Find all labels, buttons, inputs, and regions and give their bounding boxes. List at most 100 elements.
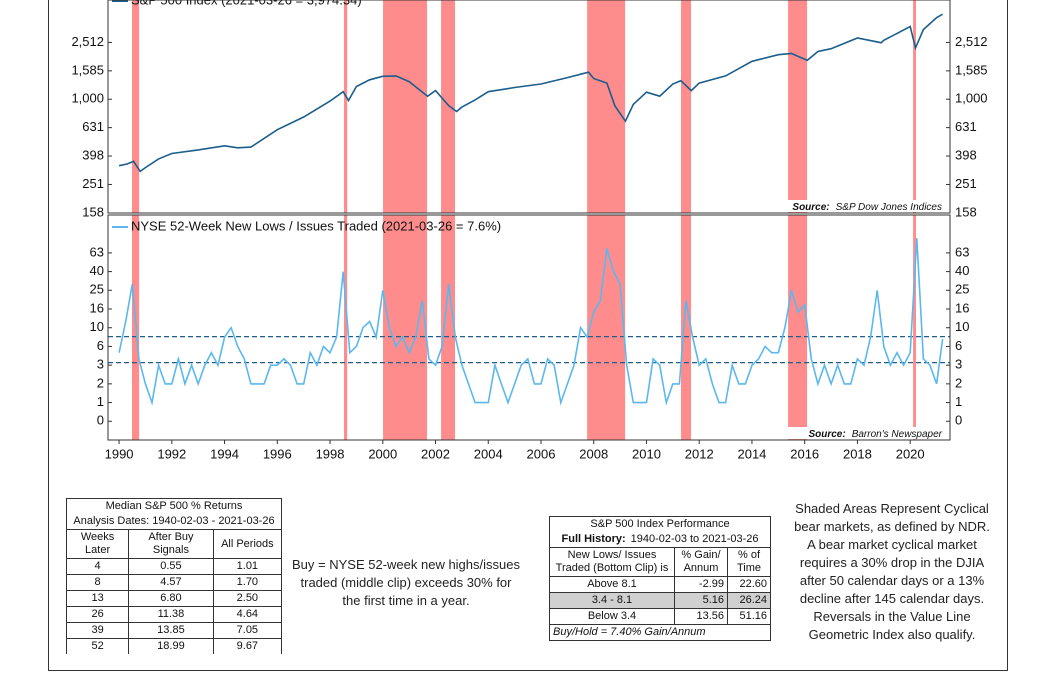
table-cell: 26.24 — [727, 592, 771, 609]
source-text: S&P Dow Jones Indices — [836, 202, 942, 213]
x-tick-label: 2002 — [421, 446, 450, 461]
bear-market-shade — [913, 215, 916, 440]
y-tick-label: 63 — [90, 244, 104, 259]
source-text: Barron's Newspaper — [852, 429, 943, 440]
x-tick-label: 1994 — [210, 446, 239, 461]
y-tick-label: 251 — [82, 176, 104, 191]
panel-border — [107, 0, 951, 214]
bear-market-shade — [788, 215, 808, 440]
series-line — [118, 13, 944, 173]
y-tick-label: 3 — [97, 357, 104, 372]
source-bg — [788, 200, 946, 212]
x-tick-label: 2012 — [685, 446, 714, 461]
table-cell: 0.55 — [128, 558, 214, 575]
table-cell: 51.16 — [727, 608, 771, 625]
y-tick-label: 16 — [90, 300, 104, 315]
table-cell: 13 — [65, 590, 130, 607]
table-cell: 5.16 — [674, 592, 728, 609]
legend-label: S&P 500 Index (2021-03-26 = 3,974.34) — [131, 0, 362, 7]
table-cell: 4 — [65, 558, 130, 575]
y-tick-label-right: 251 — [955, 176, 977, 191]
table-cell: 1.01 — [212, 558, 283, 575]
table-cell: 11.38 — [128, 606, 214, 623]
table-cell: 4.64 — [212, 606, 283, 623]
x-tick-label: 2004 — [474, 446, 503, 461]
bear-market-shade — [681, 0, 692, 213]
source-label: Source: — [808, 429, 845, 440]
table-cell: 8 — [65, 574, 130, 591]
y-tick-label-right: 631 — [955, 119, 977, 134]
bear-market-shade — [788, 0, 808, 213]
bear-market-shade — [344, 215, 348, 440]
y-tick-label-right: 1,585 — [955, 62, 988, 77]
y-tick-label-right: 158 — [955, 204, 977, 219]
shading-note: Shaded Areas Represent Cyclical bear mar… — [794, 501, 990, 642]
bear-market-shade — [441, 215, 456, 440]
source: Source: S&P Dow Jones Indices — [792, 202, 942, 213]
performance-table: S&P 500 Index Performance Full History: 19… — [549, 516, 771, 641]
history-label: Full History: — [561, 533, 626, 545]
buy-note: Buy = NYSE 52-week new highs/issues trad… — [292, 557, 520, 608]
source: Source: Barron's Newspaper — [808, 429, 942, 440]
x-tick-label: 1998 — [316, 446, 345, 461]
table-cell: 52 — [65, 638, 130, 654]
y-tick-label: 1 — [97, 394, 104, 409]
column-header: After Buy Signals — [128, 529, 214, 559]
table-subtitle: Full History: 1940-02-03 to 2021-03-26 — [549, 532, 771, 548]
table-cell: 4.57 — [128, 574, 214, 591]
table-cell: 1.70 — [212, 574, 283, 591]
x-tick-label: 2020 — [896, 446, 925, 461]
column-header: % Gain/ Annum — [674, 547, 728, 577]
x-tick-label: 2006 — [527, 446, 556, 461]
table-title: Median S&P 500 % Returns — [66, 498, 282, 514]
history-dates: 1940-02-03 to 2021-03-26 — [630, 533, 759, 545]
bear-market-shade — [441, 0, 456, 213]
column-header: All Periods — [212, 529, 283, 559]
x-tick-label: 2010 — [632, 446, 661, 461]
table-cell: Above 8.1 — [549, 576, 675, 593]
x-tick-label: 1992 — [157, 446, 186, 461]
table-cell: 9.67 — [212, 638, 283, 654]
y-tick-label-right: 6 — [955, 338, 962, 353]
x-tick-label: 1990 — [105, 446, 134, 461]
table-cell: 2.50 — [212, 590, 283, 607]
panel-border — [107, 214, 951, 441]
bear-market-shade — [681, 215, 692, 440]
y-tick-label: 40 — [90, 263, 104, 278]
x-tick-label: 2016 — [790, 446, 819, 461]
table-cell: 22.60 — [727, 576, 771, 593]
chart: S&P 500 Index (2021-03-26 = 3,974.34) 2,5… — [71, 0, 988, 461]
bear-market-shade — [913, 0, 916, 213]
table-footer: Buy/Hold = 7.40% Gain/Annum — [549, 624, 771, 641]
y-tick-label-right: 40 — [955, 263, 969, 278]
bear-market-shade — [344, 0, 348, 213]
y-tick-label-right: 2,512 — [955, 34, 988, 49]
bear-market-shade — [131, 0, 140, 213]
y-tick-label-right: 0 — [955, 413, 962, 428]
y-tick-label: 6 — [97, 338, 104, 353]
source-label: Source: — [792, 202, 829, 213]
table-title: S&P 500 Index Performance — [549, 516, 771, 532]
table-cell: Below 3.4 — [549, 608, 675, 625]
legend-label: NYSE 52-Week New Lows / Issues Traded (2… — [131, 218, 501, 233]
y-tick-label-right: 25 — [955, 282, 969, 297]
y-tick-label: 631 — [82, 119, 104, 134]
y-tick-label-right: 398 — [955, 147, 977, 162]
y-tick-label: 1,000 — [71, 91, 104, 106]
table-cell: 39 — [65, 622, 130, 639]
x-tick-label: 2000 — [368, 446, 397, 461]
x-tick-label: 1996 — [263, 446, 292, 461]
y-tick-label-right: 10 — [955, 319, 969, 334]
bear-market-shade — [383, 215, 428, 440]
y-tick-label: 2 — [97, 375, 104, 390]
y-tick-label-right: 63 — [955, 244, 969, 259]
column-header: New Lows/ Issues Traded (Bottom Clip) is — [549, 547, 675, 577]
table-cell: 3.4 - 8.1 — [549, 592, 675, 609]
table-cell: 18.99 — [128, 638, 214, 654]
column-header: % of Time — [727, 547, 771, 577]
y-tick-label: 1,585 — [71, 62, 104, 77]
series-line — [118, 238, 944, 406]
y-tick-label: 2,512 — [71, 34, 104, 49]
y-tick-label-right: 16 — [955, 300, 969, 315]
